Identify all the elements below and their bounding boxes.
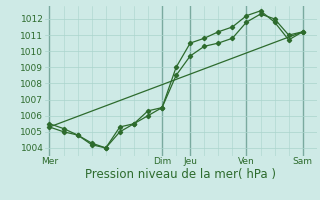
X-axis label: Pression niveau de la mer( hPa ): Pression niveau de la mer( hPa ) — [85, 168, 276, 181]
